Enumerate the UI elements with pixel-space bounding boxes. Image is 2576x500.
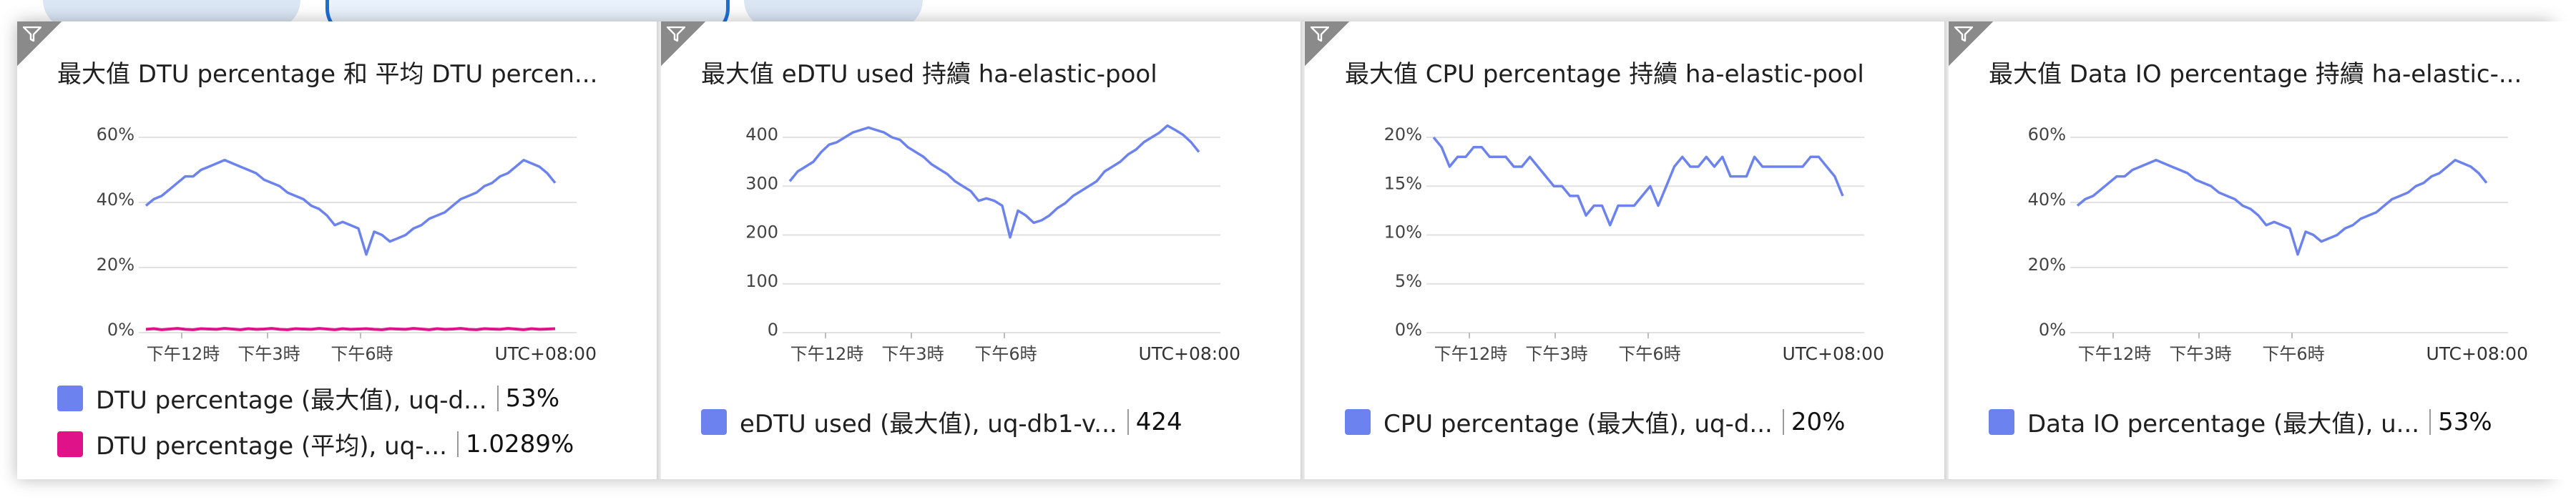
legend-swatch [57,385,83,411]
legend-label: DTU percentage (平均), uq-... [96,432,447,461]
x-tick-label: 下午12時 [147,344,220,364]
y-tick-label: 0% [107,320,134,340]
legend-swatch [1345,408,1371,435]
legend-value: 424 [1135,407,1182,436]
y-tick-label: 0 [768,320,778,340]
y-tick-label: 10% [1384,222,1422,242]
tile-title[interactable]: 最大值 Data IO percentage 持續 ha-elastic-... [1989,60,2522,89]
x-tick-label: 下午6時 [2262,344,2324,364]
filter-corner[interactable] [1305,21,1349,66]
metric-tile[interactable]: 最大值 CPU percentage 持續 ha-elastic-pool 20%… [1305,21,1944,479]
x-tick-label: 下午3時 [237,344,300,364]
x-tick-label: 下午12時 [2078,344,2152,364]
legend-value: 53% [2438,407,2492,436]
filter-icon [23,26,41,42]
line-chart[interactable]: 400 300 200 100 0 下午12時 下午3時 下午6時 UTC+08:00 [661,100,1301,372]
y-tick-label: 300 [745,173,778,193]
tile-title[interactable]: 最大值 DTU percentage 和 平均 DTU percen... [57,60,598,89]
legend-label: DTU percentage (最大值), uq-d... [96,386,487,415]
x-tick-label: 下午12時 [790,344,864,364]
legend-label: CPU percentage (最大值), uq-d... [1384,410,1773,438]
legend-divider [456,431,459,457]
x-tick-label: 下午3時 [1525,344,1587,364]
filter-icon [667,26,685,42]
y-tick-label: 5% [1395,271,1422,291]
x-tick-label: 下午6時 [974,344,1037,364]
line-chart[interactable]: 60% 40% 20% 0% 下午12時 下午3時 下午6時 UTC+08:00 [17,100,657,372]
legend-item[interactable]: CPU percentage (最大值), uq-d... 20% [1345,404,1845,439]
y-tick-label: 20% [1384,124,1422,144]
legend-divider [1127,408,1129,435]
dashboard-tiles: 最大值 DTU percentage 和 平均 DTU percen... 60%… [17,21,2576,479]
metric-tile[interactable]: 最大值 DTU percentage 和 平均 DTU percen... 60%… [17,21,657,479]
legend-value: 20% [1791,407,1846,436]
y-tick-label: 200 [745,222,778,242]
tile-divider [657,21,661,479]
x-tick-label: 下午3時 [2169,344,2231,364]
y-tick-label: 0% [1395,320,1422,340]
legend-swatch [701,408,727,435]
series-line-max[interactable] [2076,159,2488,256]
metric-tile[interactable]: 最大值 Data IO percentage 持續 ha-elastic-...… [1949,21,2576,479]
legend-swatch [1989,408,2014,435]
legend-value: 53% [505,383,560,413]
x-tick-label: 下午6時 [1618,344,1680,364]
timezone-label: UTC+08:00 [1782,343,1884,364]
tile-divider [1944,21,1949,479]
legend-item[interactable]: Data IO percentage (最大值), u... 53% [1989,404,2492,439]
y-tick-label: 40% [2028,190,2066,210]
legend-item[interactable]: DTU percentage (最大值), uq-d... 53% [57,381,559,416]
filter-corner[interactable] [1949,21,1993,66]
series-line-max[interactable] [1432,136,1844,227]
timezone-label: UTC+08:00 [2426,343,2528,364]
line-chart[interactable]: 20% 15% 10% 5% 0% 下午12時 下午3時 下午6時 UTC+08:00 [1305,100,1944,372]
legend-divider [1782,408,1784,435]
legend-item[interactable]: DTU percentage (平均), uq-... 1.0289% [57,426,574,461]
legend-label: eDTU used (最大值), uq-db1-v... [740,410,1117,438]
y-tick-label: 20% [2028,255,2066,275]
legend-divider [2429,408,2431,435]
x-tick-label: 下午3時 [881,344,944,364]
tile-title[interactable]: 最大值 eDTU used 持續 ha-elastic-pool [701,60,1157,89]
x-tick-label: 下午6時 [330,344,393,364]
timezone-label: UTC+08:00 [494,343,597,364]
y-tick-label: 20% [97,255,134,275]
tile-divider [1301,21,1305,479]
y-tick-label: 100 [745,271,778,291]
timezone-label: UTC+08:00 [1138,343,1240,364]
series-line-avg[interactable] [145,327,556,331]
tile-title[interactable]: 最大值 CPU percentage 持續 ha-elastic-pool [1345,60,1864,89]
y-tick-label: 15% [1384,173,1422,193]
filter-corner[interactable] [661,21,705,66]
y-tick-label: 40% [97,190,134,210]
line-chart[interactable]: 60% 40% 20% 0% 下午12時 下午3時 下午6時 UTC+08:00 [1949,100,2576,372]
legend-label: Data IO percentage (最大值), u... [2027,410,2420,438]
y-tick-label: 0% [2039,320,2066,340]
legend-value: 1.0289% [465,429,574,459]
filter-icon [1311,26,1329,42]
series-line-max[interactable] [145,159,557,256]
series-line-max[interactable] [788,124,1200,239]
y-tick-label: 400 [745,124,778,144]
y-tick-label: 60% [97,124,134,144]
filter-corner[interactable] [17,21,62,66]
legend-item[interactable]: eDTU used (最大值), uq-db1-v... 424 [701,404,1182,439]
metric-tile[interactable]: 最大值 eDTU used 持續 ha-elastic-pool 400 300 20… [661,21,1301,479]
filter-icon [1954,26,1973,42]
y-tick-label: 60% [2028,124,2066,144]
legend-divider [496,385,499,411]
legend-swatch [57,431,83,457]
x-tick-label: 下午12時 [1434,344,1508,364]
